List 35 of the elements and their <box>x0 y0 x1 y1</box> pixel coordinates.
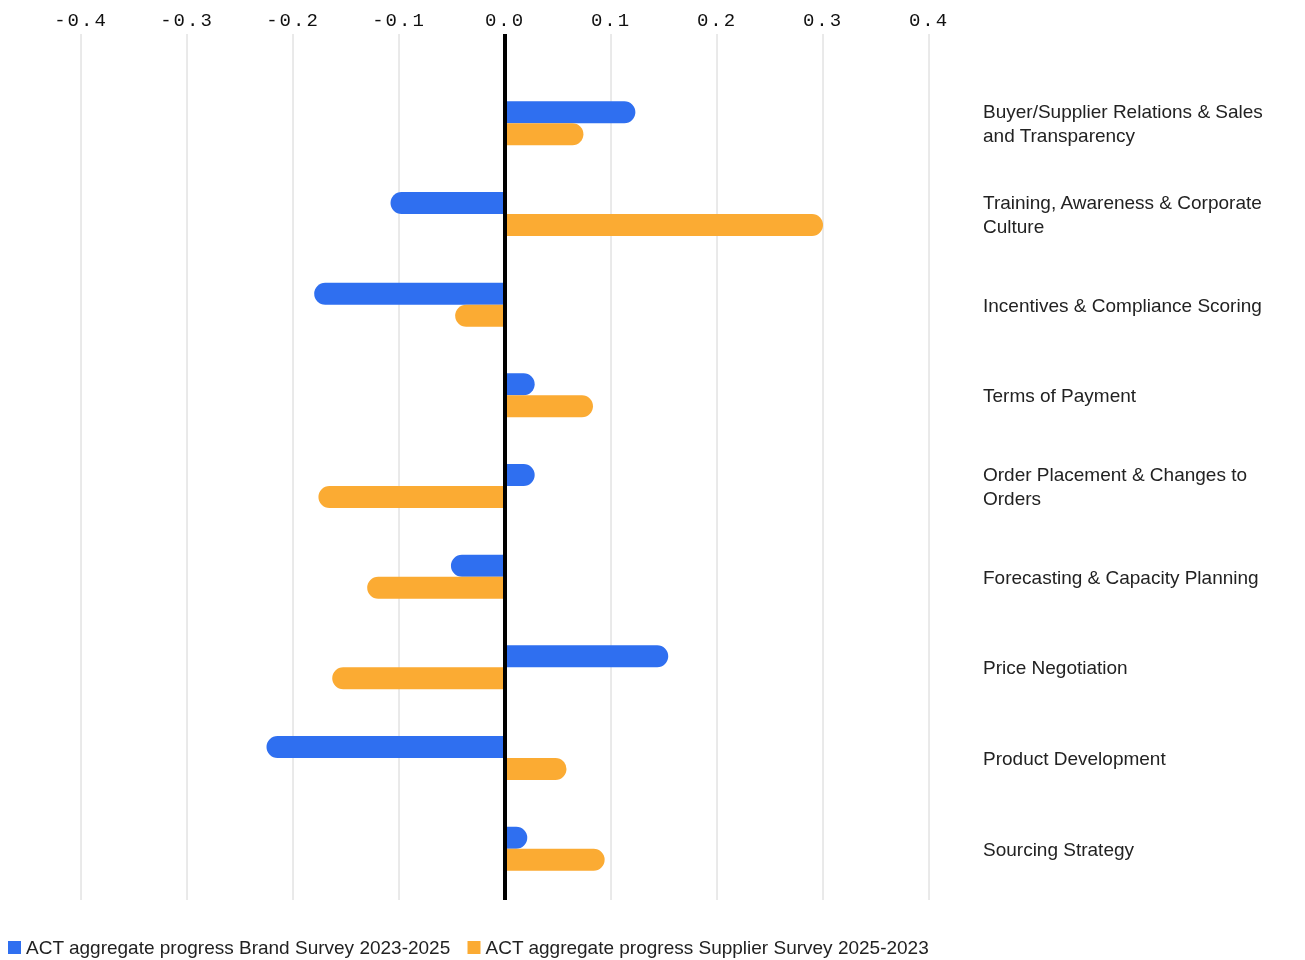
bar <box>450 554 505 577</box>
bar <box>505 758 567 780</box>
bar <box>505 123 584 146</box>
x-tick-label: -0.1 <box>372 10 426 32</box>
x-tick-label: 0.4 <box>908 10 950 32</box>
bar <box>505 214 823 236</box>
bar <box>390 192 505 214</box>
bar <box>266 736 505 758</box>
bar <box>367 576 505 599</box>
bar <box>505 848 605 871</box>
x-tick-label: -0.4 <box>54 10 108 32</box>
bar <box>505 645 669 668</box>
x-tick-label: 0.2 <box>696 10 738 32</box>
x-tick-label: 0.1 <box>590 10 632 32</box>
y-tick-label: Forecasting & Capacity Planning <box>983 566 1259 588</box>
legend-label: ACT aggregate progress Supplier Survey 2025-2023 <box>485 937 929 958</box>
y-tick-label: Incentives & Compliance Scoring <box>983 294 1262 316</box>
bar <box>505 395 593 418</box>
bar <box>455 304 505 327</box>
bar <box>505 101 636 124</box>
x-tick-label: -0.3 <box>160 10 214 32</box>
y-tick-label: Sourcing Strategy <box>983 838 1135 860</box>
bar <box>332 667 505 690</box>
bar <box>318 486 505 508</box>
x-tick-label: 0.0 <box>484 10 526 32</box>
y-tick-label: Training, Awareness & Corporate Culture <box>983 192 1262 237</box>
y-tick-label: Terms of Payment <box>983 385 1137 407</box>
bar <box>314 282 505 305</box>
x-tick-label: 0.3 <box>802 10 844 32</box>
legend-label: ACT aggregate progress Brand Survey 2023-2025 <box>26 937 451 958</box>
y-tick-label: Order Placement & Changes to Orders <box>983 464 1248 509</box>
y-tick-label: Buyer/Supplier Relations & Sales and Transparency <box>983 101 1263 147</box>
y-tick-label: Product Development <box>983 748 1167 769</box>
x-tick-label: -0.2 <box>266 10 320 32</box>
y-tick-label: Price Negotiation <box>983 657 1128 679</box>
